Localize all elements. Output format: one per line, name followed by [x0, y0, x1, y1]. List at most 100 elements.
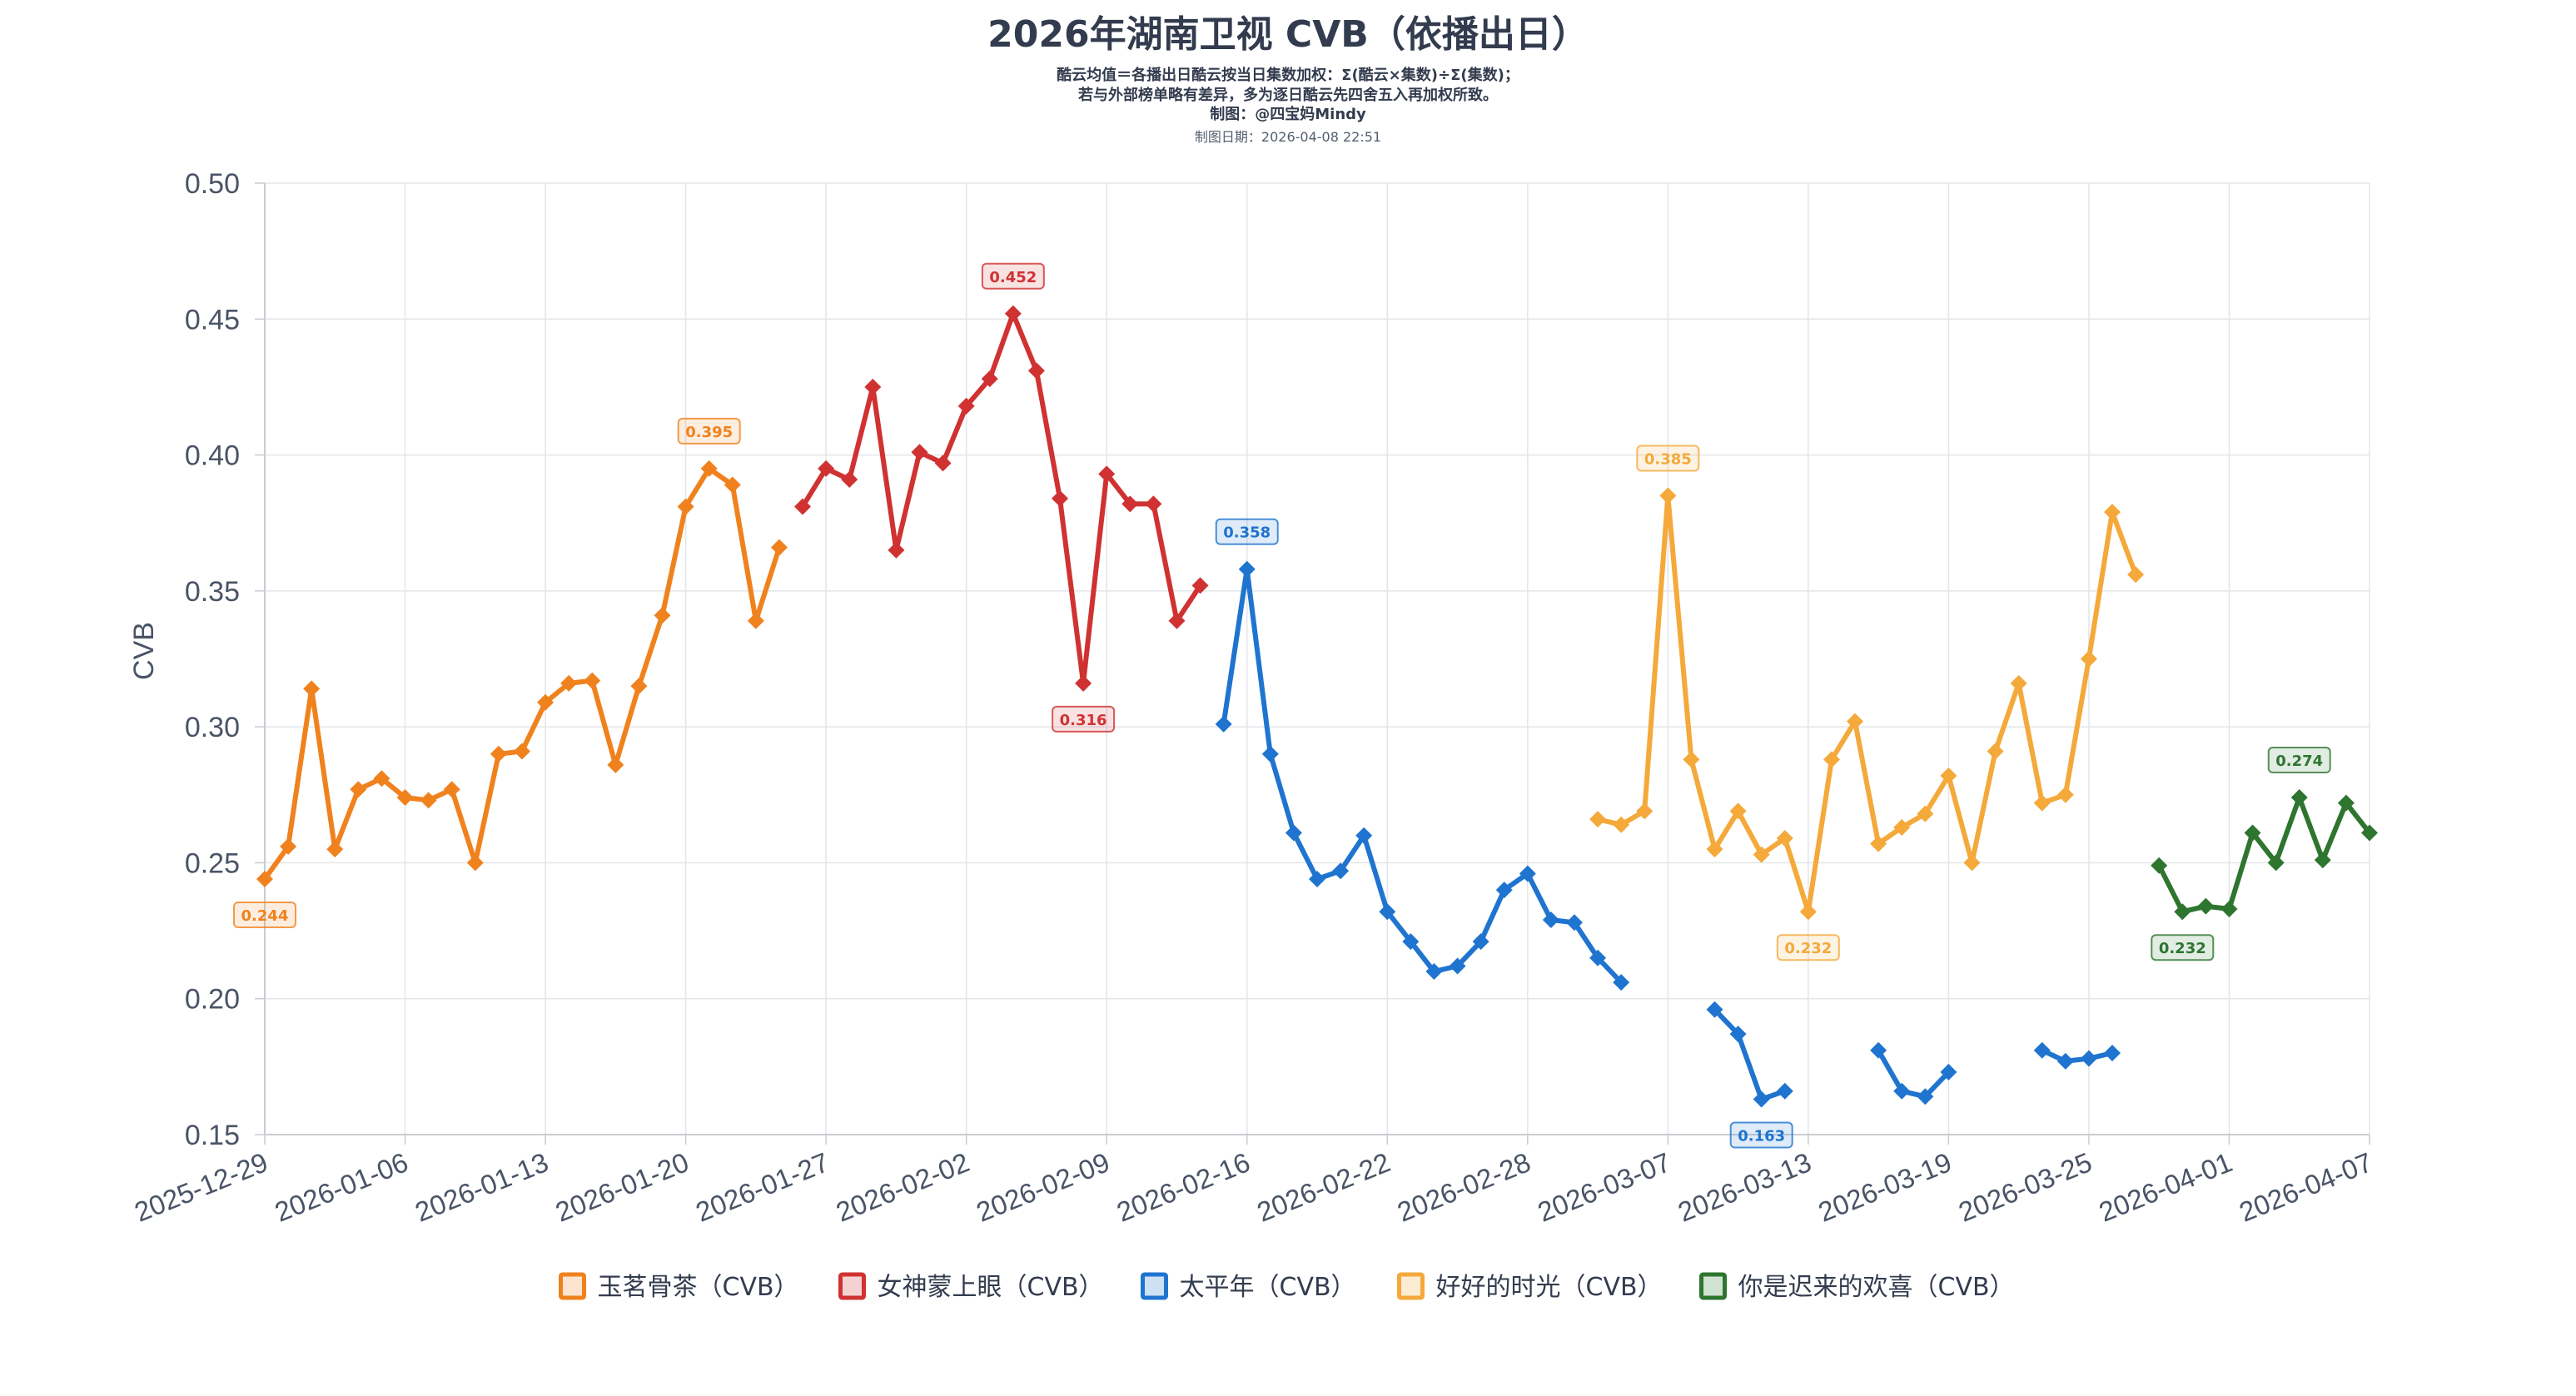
data-point[interactable] — [2127, 566, 2145, 584]
data-point[interactable] — [1519, 865, 1536, 882]
data-point[interactable] — [1706, 841, 1723, 858]
data-point[interactable] — [1613, 816, 1630, 833]
data-point[interactable] — [1075, 674, 1092, 692]
data-point[interactable] — [1285, 824, 1302, 842]
data-point[interactable] — [1332, 862, 1350, 880]
data-point[interactable] — [2244, 824, 2261, 842]
data-point[interactable] — [1355, 827, 1373, 844]
data-point[interactable] — [677, 498, 694, 515]
data-point[interactable] — [1472, 933, 1489, 951]
data-point[interactable] — [957, 397, 975, 415]
data-point[interactable] — [1027, 362, 1045, 380]
data-point[interactable] — [770, 539, 788, 556]
data-point[interactable] — [1565, 914, 1583, 931]
data-point[interactable] — [1191, 577, 1209, 594]
data-point[interactable] — [1261, 745, 1279, 763]
data-point[interactable] — [981, 370, 998, 388]
data-point[interactable] — [1823, 751, 1840, 768]
data-point[interactable] — [280, 837, 297, 855]
data-point[interactable] — [1776, 1082, 1793, 1100]
data-point[interactable] — [1098, 465, 1116, 483]
data-point[interactable] — [607, 756, 624, 773]
data-point[interactable] — [1729, 802, 1747, 820]
data-point[interactable] — [724, 476, 741, 494]
legend-item-0[interactable]: 玉茗骨茶（CVB） — [559, 1272, 799, 1302]
legend[interactable]: 玉茗骨茶（CVB） 女神蒙上眼（CVB） 太平年（CVB） 好好的时光（CVB） 你是迟… — [559, 1272, 2015, 1302]
data-point[interactable] — [934, 455, 952, 472]
data-point[interactable] — [794, 498, 812, 515]
data-point[interactable] — [373, 770, 390, 787]
data-point[interactable] — [1940, 1063, 1957, 1081]
data-point[interactable] — [466, 854, 484, 872]
data-point[interactable] — [1917, 1088, 1934, 1105]
data-point[interactable] — [1215, 715, 1232, 733]
data-point[interactable] — [1753, 846, 1770, 863]
data-point[interactable] — [2361, 824, 2378, 842]
data-point[interactable] — [700, 460, 718, 477]
data-point[interactable] — [513, 743, 530, 760]
data-point[interactable] — [1449, 957, 1466, 975]
data-point[interactable] — [1121, 495, 1139, 513]
data-point[interactable] — [2033, 794, 2051, 812]
data-point[interactable] — [2267, 854, 2285, 872]
data-point[interactable] — [2080, 650, 2097, 668]
data-point[interactable] — [1753, 1090, 1770, 1108]
data-point[interactable] — [420, 792, 437, 809]
data-point[interactable] — [747, 612, 764, 629]
data-point[interactable] — [1987, 743, 2004, 760]
data-point[interactable] — [1238, 560, 1256, 578]
data-point[interactable] — [1145, 495, 1162, 513]
data-point[interactable] — [2151, 857, 2168, 874]
data-point[interactable] — [537, 693, 554, 711]
data-point[interactable] — [2290, 789, 2308, 807]
data-point[interactable] — [1683, 751, 1700, 768]
data-point[interactable] — [1613, 974, 1630, 991]
data-point[interactable] — [2080, 1050, 2097, 1067]
legend-item-3[interactable]: 好好的时光（CVB） — [1397, 1272, 1663, 1302]
data-point[interactable] — [2174, 903, 2191, 921]
data-point[interactable] — [1847, 713, 1864, 730]
data-point[interactable] — [818, 460, 835, 477]
data-point[interactable] — [1425, 963, 1443, 981]
data-point[interactable] — [2033, 1041, 2051, 1059]
data-point[interactable] — [2197, 897, 2215, 915]
data-point[interactable] — [1940, 767, 1957, 784]
data-point[interactable] — [2104, 1045, 2121, 1062]
data-point[interactable] — [1917, 805, 1934, 822]
data-point[interactable] — [841, 470, 858, 488]
data-point[interactable] — [654, 607, 671, 624]
data-point[interactable] — [1004, 305, 1022, 322]
data-point[interactable] — [2337, 794, 2355, 812]
data-point[interactable] — [1729, 1026, 1747, 1043]
data-point[interactable] — [1589, 949, 1607, 966]
legend-item-2[interactable]: 太平年（CVB） — [1141, 1272, 1356, 1302]
legend-item-1[interactable]: 女神蒙上眼（CVB） — [838, 1272, 1104, 1302]
data-point[interactable] — [443, 781, 460, 798]
data-point[interactable] — [1659, 487, 1677, 504]
data-point[interactable] — [350, 781, 367, 798]
data-point[interactable] — [396, 789, 414, 807]
data-point[interactable] — [326, 841, 344, 858]
data-point[interactable] — [2104, 504, 2121, 521]
data-point[interactable] — [303, 680, 321, 698]
data-point[interactable] — [560, 674, 578, 692]
data-point[interactable] — [1402, 933, 1420, 951]
data-point[interactable] — [1963, 854, 1981, 872]
data-point[interactable] — [1636, 802, 1654, 820]
data-point[interactable] — [1589, 811, 1607, 828]
data-point[interactable] — [888, 541, 905, 559]
data-point[interactable] — [1706, 1001, 1723, 1018]
data-point[interactable] — [1776, 830, 1793, 847]
legend-item-4[interactable]: 你是迟来的欢喜（CVB） — [1699, 1272, 2015, 1302]
data-point[interactable] — [1052, 489, 1069, 507]
data-point[interactable] — [1893, 818, 1911, 836]
data-point[interactable] — [2220, 900, 2238, 917]
data-point[interactable] — [2056, 1052, 2074, 1070]
data-point[interactable] — [584, 672, 601, 689]
data-point[interactable] — [2010, 674, 2027, 692]
data-point[interactable] — [2056, 786, 2074, 803]
data-point[interactable] — [1870, 835, 1887, 852]
data-point[interactable] — [1893, 1082, 1911, 1100]
data-point[interactable] — [1799, 903, 1817, 921]
data-point[interactable] — [1542, 912, 1559, 929]
